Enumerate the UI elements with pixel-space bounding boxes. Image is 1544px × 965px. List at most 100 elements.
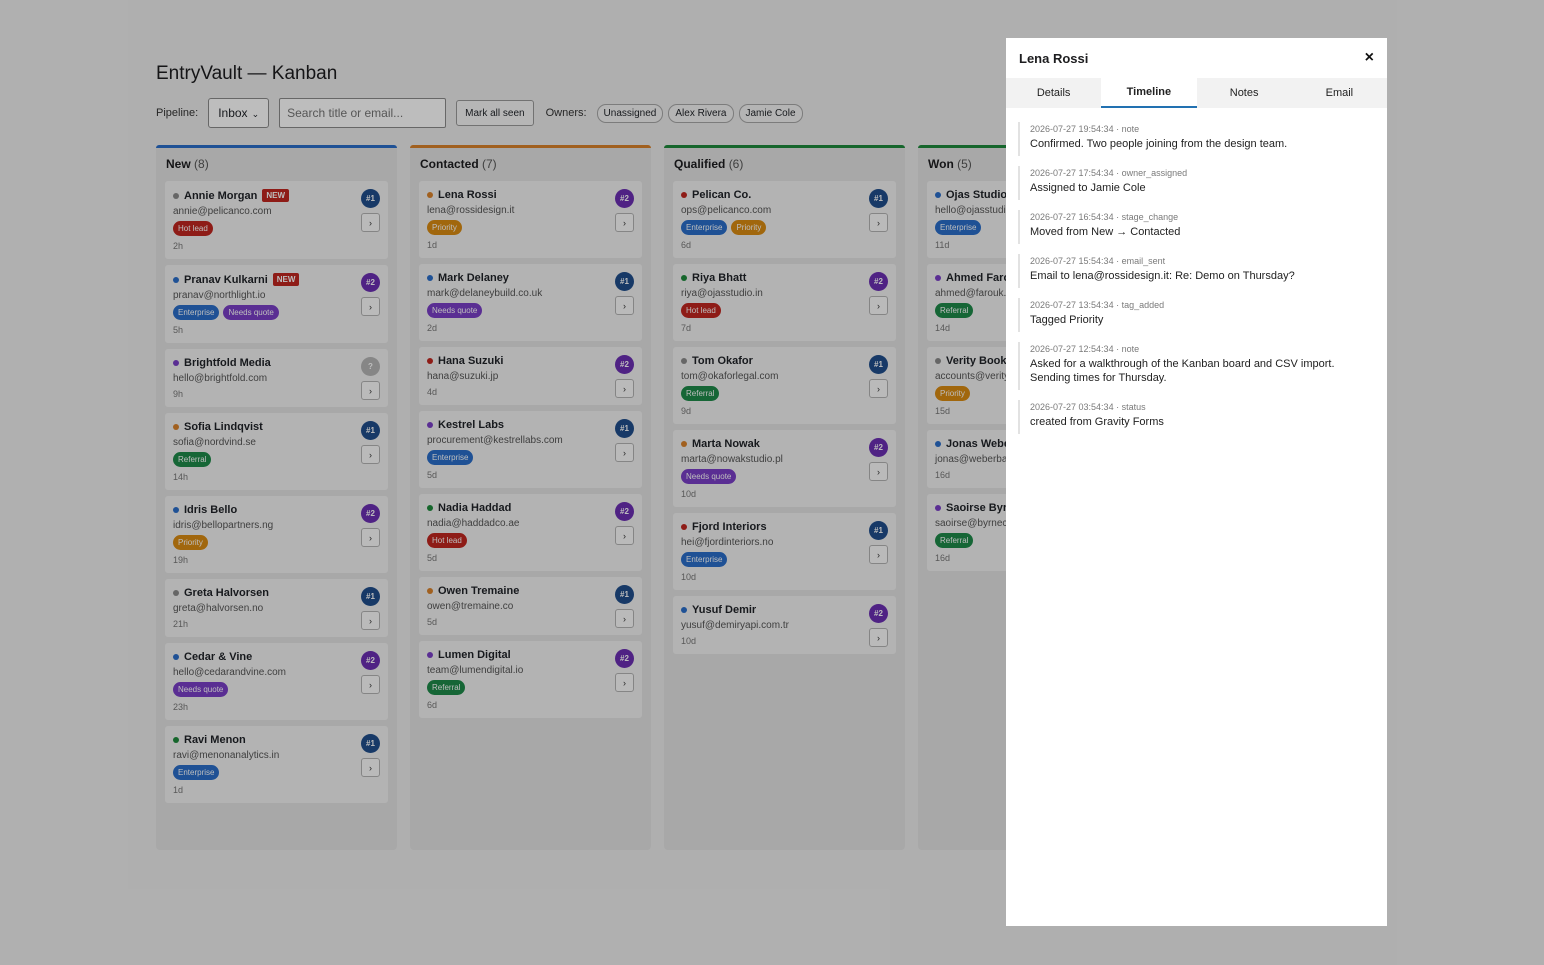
status-dot-icon	[173, 507, 179, 513]
owner-badge: #1	[615, 272, 634, 291]
open-card-button[interactable]: ›	[361, 297, 380, 316]
tag-list: Needs quote	[173, 682, 380, 697]
status-dot-icon	[173, 276, 179, 283]
lead-card[interactable]: Brightfold Media hello@brightfold.com 9h? ›	[165, 349, 388, 407]
lead-card[interactable]: Kestrel Labs procurement@kestrellabs.com E…	[419, 411, 642, 488]
card-name: Saoirse Byrne	[946, 502, 1020, 514]
open-card-button[interactable]: ›	[615, 379, 634, 398]
mark-all-seen-button[interactable]: Mark all seen	[456, 100, 534, 126]
owner-chip-unassigned[interactable]: Unassigned	[596, 103, 664, 123]
tag-list: Enterprise	[935, 220, 1142, 235]
owner-badge: #1	[361, 421, 380, 440]
card-name: Jonas Weber	[946, 438, 1015, 450]
card-email: nadia@haddadco.ae	[427, 518, 520, 529]
open-card-button[interactable]: ›	[869, 545, 888, 564]
lead-card[interactable]: Cedar & Vine hello@cedarandvine.com Needs …	[165, 643, 388, 720]
tag-pill: Referral	[681, 386, 720, 401]
lead-card[interactable]: Annie Morgan NEW annie@pelicanco.com Hot le…	[165, 181, 388, 259]
tab-timeline[interactable]: Timeline	[1101, 78, 1197, 108]
column-header: Contacted (7)	[419, 145, 642, 181]
tag-pill: Priority	[427, 220, 462, 235]
open-card-button[interactable]: ›	[615, 443, 634, 462]
lead-card[interactable]: Greta Halvorsen greta@halvorsen.no 21h #1 ›	[165, 579, 388, 637]
column-accent	[410, 145, 651, 148]
lead-card[interactable]: Lumen Digital team@lumendigital.io Referra…	[419, 641, 642, 718]
open-card-button[interactable]: ›	[361, 381, 380, 400]
open-card-button[interactable]: ›	[361, 213, 380, 232]
status-dot-icon	[681, 524, 687, 530]
open-card-button[interactable]: ›	[615, 673, 634, 692]
open-card-button[interactable]: ›	[615, 213, 634, 232]
card-email: team@lumendigital.io	[427, 665, 524, 676]
owner-chip-alex-rivera[interactable]: Alex Rivera	[668, 103, 734, 123]
lead-card[interactable]: Ravi Menon ravi@menonanalytics.in Enterpri…	[165, 726, 388, 803]
chevron-right-icon: ›	[623, 300, 626, 311]
lead-card[interactable]: Hana Suzuki hana@suzuki.jp 4d #2 ›	[419, 347, 642, 405]
card-title: Idris Bello	[173, 504, 380, 516]
tag-list: Hot lead	[681, 303, 888, 318]
chevron-right-icon: ›	[369, 449, 372, 460]
card-title: Ravi Menon	[173, 734, 380, 746]
lead-card[interactable]: Pranav Kulkarni NEW pranav@northlight.io En…	[165, 265, 388, 343]
open-card-button[interactable]: ›	[615, 609, 634, 628]
tag-pill: Needs quote	[223, 305, 279, 320]
pipeline-select[interactable]: Inbox ⌄	[208, 98, 270, 128]
open-card-button[interactable]: ›	[361, 528, 380, 547]
card-title: Hana Suzuki	[427, 355, 634, 367]
chevron-right-icon: ›	[877, 217, 880, 228]
status-dot-icon	[935, 441, 941, 447]
timeline-item: 2026-07-27 13:54:34 · tag_added Tagged Pr…	[1018, 298, 1375, 332]
status-dot-icon	[427, 588, 433, 594]
open-card-button[interactable]: ›	[869, 379, 888, 398]
card-name: Hana Suzuki	[438, 355, 504, 367]
tab-notes[interactable]: Notes	[1229, 87, 1259, 99]
lead-card[interactable]: Lena Rossi lena@rossidesign.it Priority 1d #…	[419, 181, 642, 258]
lead-card[interactable]: Tom Okafor tom@okaforlegal.com Referral 9d #…	[673, 347, 896, 424]
lead-card[interactable]: Yusuf Demir yusuf@demiryapi.com.tr 10d #2 ›	[673, 596, 896, 654]
lead-card[interactable]: Marta Nowak marta@nowakstudio.pl Needs quo…	[673, 430, 896, 507]
status-dot-icon	[681, 441, 687, 447]
open-card-button[interactable]: ›	[615, 526, 634, 545]
owner-chip-jamie-cole[interactable]: Jamie Cole	[738, 103, 803, 123]
card-email: ravi@menonanalytics.in	[173, 750, 280, 761]
card-age: 16d	[935, 470, 951, 480]
close-icon[interactable]: ×	[1364, 49, 1374, 66]
lead-card[interactable]: Fjord Interiors hei@fjordinteriors.no Ente…	[673, 513, 896, 590]
lead-card[interactable]: Sofia Lindqvist sofia@nordvind.se Referral…	[165, 413, 388, 490]
card-age: 16d	[935, 553, 951, 563]
timeline-item: 2026-07-27 12:54:34 · note Asked for a wa…	[1018, 342, 1375, 390]
lead-card[interactable]: Nadia Haddad nadia@haddadco.ae Hot lead 5d #…	[419, 494, 642, 571]
open-card-button[interactable]: ›	[615, 296, 634, 315]
card-name: Kestrel Labs	[438, 419, 505, 431]
lead-card[interactable]: Idris Bello idris@bellopartners.ng Priorit…	[165, 496, 388, 573]
card-email: tom@okaforlegal.com	[681, 371, 779, 382]
open-card-button[interactable]: ›	[361, 445, 380, 464]
chevron-right-icon: ›	[877, 383, 880, 394]
tab-details[interactable]: Details	[1036, 87, 1071, 99]
column-header: New (8)	[165, 145, 388, 181]
tag-list: Enterprise Priority	[681, 220, 888, 235]
open-card-button[interactable]: ›	[869, 213, 888, 232]
status-dot-icon	[681, 358, 687, 364]
open-card-button[interactable]: ›	[361, 611, 380, 630]
column-title: Won	[928, 157, 954, 171]
chevron-right-icon: ›	[877, 549, 880, 560]
open-card-button[interactable]: ›	[361, 675, 380, 694]
owner-badge: ?	[361, 357, 380, 376]
timeline-item: 2026-07-27 16:54:34 · stage_change Moved …	[1018, 210, 1375, 244]
lead-card[interactable]: Riya Bhatt riya@ojasstudio.in Hot lead 7d #2…	[673, 264, 896, 341]
chevron-right-icon: ›	[877, 466, 880, 477]
chevron-right-icon: ›	[623, 530, 626, 541]
column-title: Qualified	[674, 157, 726, 171]
card-age: 2h	[173, 241, 184, 251]
pipeline-label: Pipeline:	[156, 107, 199, 119]
open-card-button[interactable]: ›	[869, 628, 888, 647]
open-card-button[interactable]: ›	[869, 462, 888, 481]
lead-card[interactable]: Owen Tremaine owen@tremaine.co 5d #1 ›	[419, 577, 642, 635]
search-input[interactable]	[279, 98, 447, 128]
open-card-button[interactable]: ›	[869, 296, 888, 315]
lead-card[interactable]: Pelican Co. ops@pelicanco.com Enterprise Pr…	[673, 181, 896, 258]
lead-card[interactable]: Mark Delaney mark@delaneybuild.co.uk Needs…	[419, 264, 642, 341]
tab-email[interactable]: Email	[1325, 87, 1354, 99]
open-card-button[interactable]: ›	[361, 758, 380, 777]
